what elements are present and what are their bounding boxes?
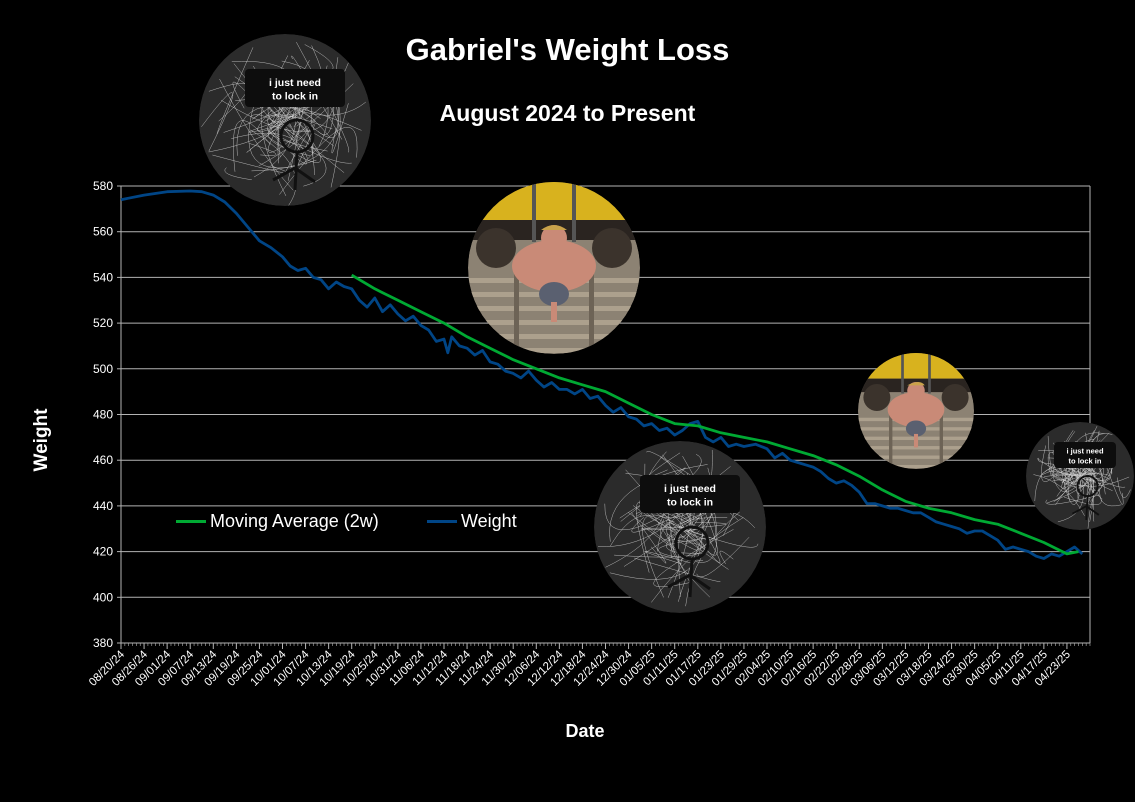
y-tick-label: 420 xyxy=(93,545,113,559)
photo-rail-tie xyxy=(858,464,974,469)
caption-bubble xyxy=(1054,442,1116,468)
photo-railcar xyxy=(468,182,640,220)
photo-railcar xyxy=(858,353,974,379)
legend-item-moving-average: Moving Average (2w) xyxy=(176,511,379,532)
photo-rail-tie xyxy=(468,348,640,353)
sticker-scribble: i just need to lock in xyxy=(199,34,371,206)
photo-figure-leg xyxy=(913,433,919,448)
photo-wheel xyxy=(592,228,632,268)
moving-average-line xyxy=(350,273,1079,556)
y-tick-label: 480 xyxy=(93,408,113,422)
photo-rail-tie xyxy=(468,334,640,339)
photo-wheel xyxy=(863,384,891,411)
series-lines xyxy=(120,189,1084,560)
photo-chain xyxy=(928,353,931,394)
x-axis-label: Date xyxy=(565,721,605,741)
photo-figure-head xyxy=(907,382,925,400)
y-tick-label: 400 xyxy=(93,590,113,604)
y-tick-label: 440 xyxy=(93,499,113,513)
y-tick-label: 560 xyxy=(93,225,113,239)
chart-subtitle: August 2024 to Present xyxy=(439,100,696,126)
photo-rail-tie xyxy=(468,320,640,325)
figure-body xyxy=(272,151,316,191)
legend-swatch-moving-average xyxy=(176,520,206,523)
photo-rail-tie xyxy=(858,446,974,450)
y-axis-label: Weight xyxy=(31,408,52,472)
photo-rail xyxy=(589,258,594,354)
legend-label-moving-average: Moving Average (2w) xyxy=(210,511,379,531)
sticker-photo xyxy=(468,182,640,354)
photo-figure-legs xyxy=(905,420,927,437)
legend-swatch-weight xyxy=(427,520,457,523)
photo-figure-leg xyxy=(551,302,557,322)
y-tick-label: 540 xyxy=(93,270,113,284)
photo-figure-legs xyxy=(539,282,569,306)
y-tick-label: 580 xyxy=(93,179,113,193)
caption-bubble xyxy=(640,475,740,513)
photo-chain xyxy=(572,182,576,242)
sticker-caption-line2: to lock in xyxy=(667,497,713,509)
photo-rail xyxy=(939,404,943,469)
y-tick-label: 380 xyxy=(93,636,113,650)
photo-wheel xyxy=(941,384,969,411)
photo-wheel xyxy=(476,228,516,268)
caption-bubble xyxy=(245,69,345,107)
sticker-caption-line2: to lock in xyxy=(1069,457,1102,466)
y-tick-label: 520 xyxy=(93,316,113,330)
sticker-caption-line1: i just need xyxy=(1066,447,1104,456)
photo-chain xyxy=(901,353,904,394)
photo-figure-hair xyxy=(907,382,925,386)
photo-figure-torso xyxy=(512,240,596,292)
sticker-caption-line1: i just need xyxy=(269,77,321,89)
legend-item-weight: Weight xyxy=(427,511,517,532)
y-tick-labels: 380 400 420 440 460 480 500 520 540 560 580 xyxy=(93,179,113,650)
photo-figure-head xyxy=(541,225,567,251)
weight-line xyxy=(120,189,1084,560)
legend-label-weight: Weight xyxy=(461,511,517,531)
sticker-caption-line2: to lock in xyxy=(272,91,318,103)
sticker-caption-line1: i just need xyxy=(664,483,716,495)
photo-chain xyxy=(532,182,536,242)
chart-title: Gabriel's Weight Loss xyxy=(405,32,730,67)
figure-body xyxy=(1072,496,1100,521)
sticker-photo xyxy=(858,353,974,469)
photo-rail-tie xyxy=(858,455,974,459)
figure-body xyxy=(667,558,711,598)
y-tick-label: 500 xyxy=(93,362,113,376)
x-tick-labels: 08/20/2408/26/2409/01/2409/07/2409/13/24… xyxy=(87,643,1073,689)
photo-rail xyxy=(514,258,519,354)
sticker-scribble: i just need to lock in xyxy=(594,441,766,613)
photo-rail xyxy=(889,404,893,469)
y-tick-label: 460 xyxy=(93,453,113,467)
photo-figure-torso xyxy=(887,392,945,428)
photo-figure-hair xyxy=(541,225,567,230)
